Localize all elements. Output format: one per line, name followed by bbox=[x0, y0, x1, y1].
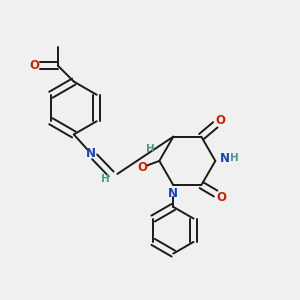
Text: O: O bbox=[29, 59, 39, 72]
Text: N: N bbox=[220, 152, 230, 165]
Text: N: N bbox=[86, 147, 96, 160]
Text: H: H bbox=[101, 174, 110, 184]
Text: O: O bbox=[137, 161, 147, 174]
Text: O: O bbox=[216, 191, 226, 204]
Text: N: N bbox=[168, 187, 178, 200]
Text: O: O bbox=[215, 114, 225, 127]
Text: H: H bbox=[146, 144, 154, 154]
Text: H: H bbox=[230, 153, 239, 164]
